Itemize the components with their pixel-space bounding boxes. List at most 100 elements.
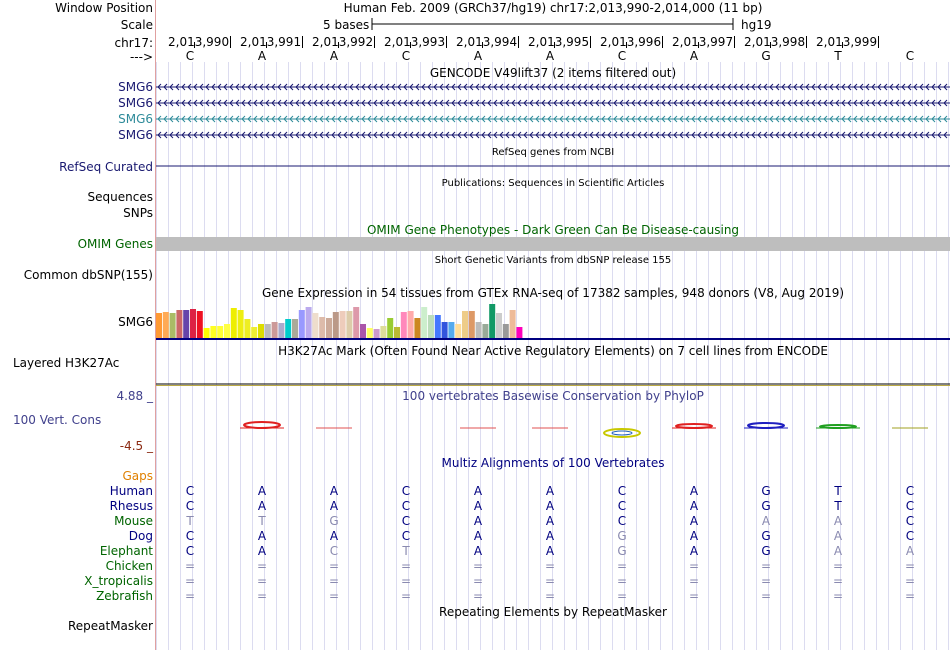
reference-base: A	[689, 49, 699, 63]
layered-h3k27ac-label[interactable]: Layered H3K27Ac	[13, 356, 120, 370]
alignment-base: A	[689, 499, 699, 513]
alignment-base: =	[184, 589, 196, 603]
sequences-label[interactable]: Sequences	[87, 190, 153, 204]
alignment-base: =	[760, 574, 772, 588]
gaps-label[interactable]: Gaps	[122, 469, 153, 483]
alignment-base: =	[904, 589, 916, 603]
gene-label-smg6-4[interactable]: SMG6	[118, 128, 153, 142]
alignment-base: G	[329, 514, 339, 528]
alignment-base: A	[833, 544, 843, 558]
alignment-base: C	[401, 499, 411, 513]
refseq-curated-label[interactable]: RefSeq Curated	[59, 160, 153, 174]
species-label-elephant[interactable]: Elephant	[99, 544, 153, 558]
phylop-letter	[747, 422, 785, 429]
alignment-base: A	[545, 514, 555, 528]
refseq-track-title[interactable]: RefSeq genes from NCBI	[491, 147, 615, 158]
alignment-base: =	[544, 589, 556, 603]
gene-label-smg6-1[interactable]: SMG6	[118, 80, 153, 94]
alignment-base: =	[328, 589, 340, 603]
alignment-base: A	[473, 514, 483, 528]
vert-cons-label[interactable]: 100 Vert. Cons	[13, 413, 102, 427]
gtex-tissue-bar	[292, 319, 298, 338]
omim-track-title[interactable]: OMIM Gene Phenotypes - Dark Green Can Be…	[366, 223, 740, 237]
gtex-track-title[interactable]: Gene Expression in 54 tissues from GTEx …	[261, 286, 845, 300]
h3k27ac-track-title[interactable]: H3K27Ac Mark (Often Found Near Active Re…	[278, 344, 828, 358]
multiz-track-title[interactable]: Multiz Alignments of 100 Vertebrates	[441, 456, 665, 470]
position-label: 2,013,997	[672, 35, 734, 49]
gtex-tissue-bar	[251, 327, 258, 338]
gtex-gene-label[interactable]: SMG6	[118, 315, 153, 329]
position-label: 2,013,993	[384, 35, 446, 49]
gtex-tissue-bar	[319, 317, 326, 338]
alignment-base: =	[256, 559, 268, 573]
alignment-base: =	[256, 589, 268, 603]
gene-label-smg6-2[interactable]: SMG6	[118, 96, 153, 110]
gtex-tissue-bar	[421, 307, 428, 338]
gtex-tissue-bar	[353, 307, 360, 338]
alignment-base: C	[401, 484, 411, 498]
species-label-rhesus[interactable]: Rhesus	[109, 499, 153, 513]
alignment-base: =	[616, 589, 628, 603]
publications-track-title[interactable]: Publications: Sequences in Scientific Ar…	[441, 178, 665, 189]
alignment-base: A	[473, 529, 483, 543]
alignment-base: C	[617, 484, 627, 498]
repeatmasker-label[interactable]: RepeatMasker	[67, 619, 153, 633]
alignment-base: T	[186, 514, 194, 528]
alignment-base: T	[402, 544, 410, 558]
alignment-base: =	[400, 589, 412, 603]
gtex-tissue-bar	[258, 324, 264, 338]
species-label-x-tropicalis[interactable]: X_tropicalis	[84, 574, 153, 588]
phylop-track-title[interactable]: 100 vertebrates Basewise Conservation by…	[402, 389, 704, 403]
reference-base: C	[401, 49, 411, 63]
snps-label[interactable]: SNPs	[123, 206, 153, 220]
gene-strand-chevrons	[157, 131, 948, 139]
gene-label-smg6-3[interactable]: SMG6	[118, 112, 153, 126]
species-label-human[interactable]: Human	[109, 484, 153, 498]
alignment-base: C	[401, 529, 411, 543]
gtex-tissue-bar	[203, 328, 210, 338]
gene-strand-chevrons	[157, 99, 948, 107]
alignment-base: =	[328, 574, 340, 588]
gene-strand-chevrons	[157, 83, 948, 91]
omim-genes-label[interactable]: OMIM Genes	[77, 237, 153, 251]
species-label-mouse[interactable]: Mouse	[114, 514, 153, 528]
common-dbsnp-label[interactable]: Common dbSNP(155)	[23, 268, 153, 282]
scale-bar-text: 5 bases	[323, 18, 370, 32]
alignment-base: C	[329, 544, 339, 558]
gtex-tissue-bar	[326, 318, 332, 338]
reference-base: A	[545, 49, 555, 63]
species-label-chicken[interactable]: Chicken	[105, 559, 153, 573]
alignment-base: T	[258, 514, 266, 528]
gtex-tissue-bar	[162, 312, 169, 338]
reference-base: C	[905, 49, 915, 63]
tracks-canvas[interactable]	[156, 0, 950, 650]
gencode-track-title[interactable]: GENCODE V49lift37 (2 items filtered out)	[429, 66, 677, 80]
alignment-base: A	[257, 484, 267, 498]
alignment-base: C	[401, 514, 411, 528]
alignment-base: G	[761, 499, 771, 513]
gtex-tissue-bar	[305, 307, 312, 338]
strand-arrow-label: --->	[129, 50, 153, 64]
gtex-tissue-bar	[366, 328, 373, 338]
phylop-letter	[603, 428, 641, 438]
gtex-tissue-bar	[271, 322, 278, 338]
alignment-base: A	[473, 484, 483, 498]
gtex-tissue-bar	[489, 304, 496, 338]
alignment-base: =	[472, 574, 484, 588]
repeatmasker-track-title[interactable]: Repeating Elements by RepeatMasker	[439, 605, 667, 619]
gtex-tissue-bar	[516, 327, 523, 338]
alignment-base: =	[832, 559, 844, 573]
species-label-zebrafish[interactable]: Zebrafish	[96, 589, 153, 603]
gtex-tissue-bar	[448, 322, 455, 338]
species-label-dog[interactable]: Dog	[128, 529, 153, 543]
gtex-tissue-bar	[264, 324, 271, 338]
chromosome-label: chr17:	[114, 36, 153, 50]
alignment-base: C	[905, 514, 915, 528]
alignment-base: A	[689, 544, 699, 558]
dbsnp-track-title[interactable]: Short Genetic Variants from dbSNP releas…	[434, 255, 672, 266]
alignment-base: G	[761, 529, 771, 543]
gtex-tissue-bar	[455, 324, 462, 338]
alignment-base: =	[616, 559, 628, 573]
alignment-base: C	[617, 514, 627, 528]
gtex-tissue-bar	[230, 308, 237, 338]
